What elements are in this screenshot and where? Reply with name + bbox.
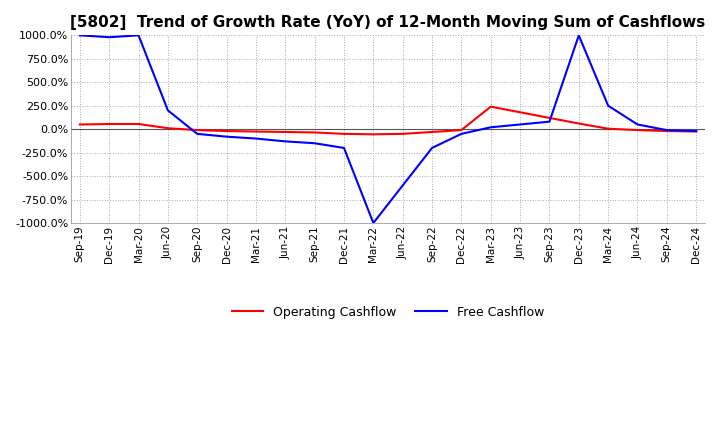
Free Cashflow (398, 183, 407, 188)
Operating Cashflow (487, 104, 495, 109)
Free Cashflow (516, 122, 524, 127)
Operating Cashflow (222, 128, 231, 134)
Free Cashflow (604, 103, 613, 108)
Free Cashflow (222, 134, 231, 139)
Operating Cashflow (76, 122, 84, 127)
Operating Cashflow (633, 128, 642, 133)
Free Cashflow (457, 131, 466, 136)
Line: Operating Cashflow: Operating Cashflow (80, 106, 696, 134)
Free Cashflow (76, 33, 84, 38)
Line: Free Cashflow: Free Cashflow (80, 35, 696, 223)
Operating Cashflow (105, 121, 114, 127)
Free Cashflow (281, 139, 289, 144)
Operating Cashflow (193, 128, 202, 133)
Operating Cashflow (604, 126, 613, 132)
Operating Cashflow (369, 132, 378, 137)
Operating Cashflow (516, 110, 524, 115)
Operating Cashflow (251, 129, 260, 134)
Operating Cashflow (662, 128, 671, 134)
Free Cashflow (428, 145, 436, 150)
Operating Cashflow (398, 131, 407, 136)
Free Cashflow (369, 220, 378, 226)
Operating Cashflow (545, 115, 554, 121)
Legend: Operating Cashflow, Free Cashflow: Operating Cashflow, Free Cashflow (227, 301, 549, 323)
Free Cashflow (193, 131, 202, 136)
Free Cashflow (692, 128, 701, 134)
Free Cashflow (105, 35, 114, 40)
Operating Cashflow (134, 121, 143, 127)
Free Cashflow (310, 141, 319, 146)
Free Cashflow (340, 145, 348, 150)
Operating Cashflow (428, 129, 436, 135)
Free Cashflow (633, 122, 642, 127)
Free Cashflow (662, 128, 671, 133)
Free Cashflow (163, 108, 172, 113)
Title: [5802]  Trend of Growth Rate (YoY) of 12-Month Moving Sum of Cashflows: [5802] Trend of Growth Rate (YoY) of 12-… (71, 15, 706, 30)
Operating Cashflow (163, 125, 172, 131)
Operating Cashflow (310, 130, 319, 135)
Free Cashflow (575, 33, 583, 38)
Operating Cashflow (340, 131, 348, 136)
Free Cashflow (545, 119, 554, 125)
Operating Cashflow (575, 121, 583, 126)
Free Cashflow (487, 125, 495, 130)
Free Cashflow (251, 136, 260, 141)
Free Cashflow (134, 33, 143, 38)
Operating Cashflow (281, 129, 289, 135)
Operating Cashflow (692, 129, 701, 134)
Operating Cashflow (457, 128, 466, 133)
